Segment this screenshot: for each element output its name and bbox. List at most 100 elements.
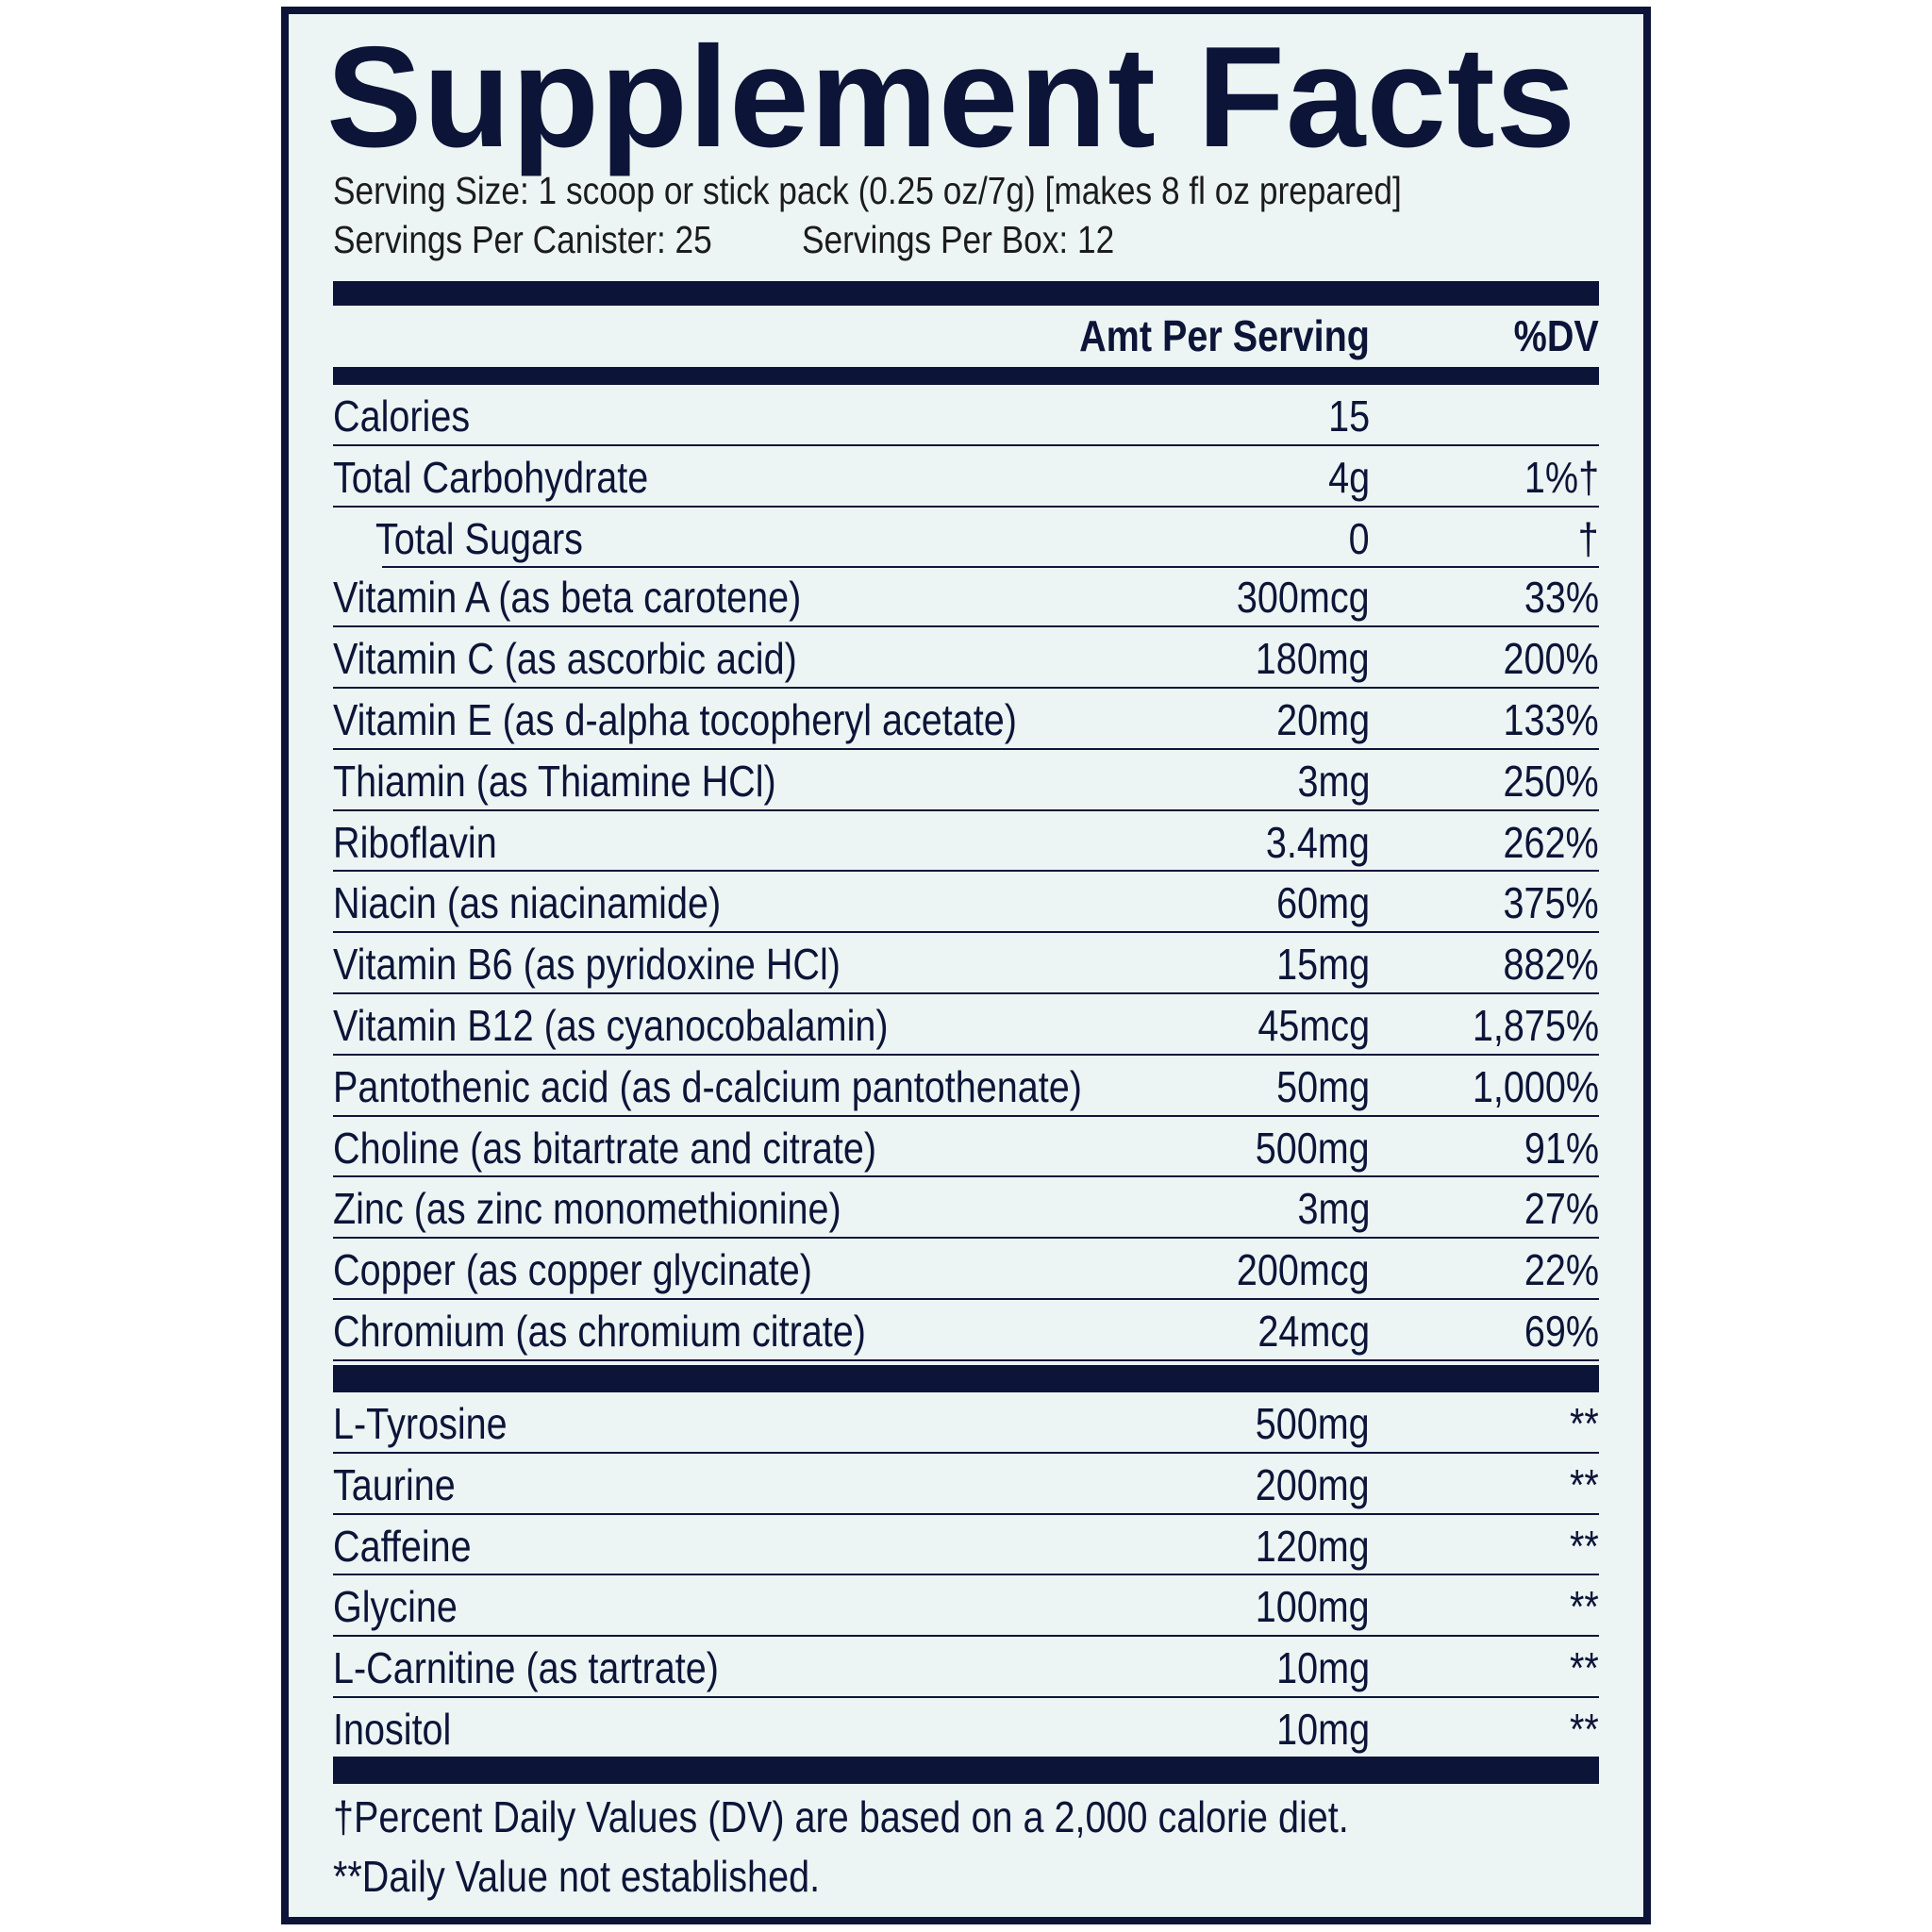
nutrient-dv: 22% — [1524, 1245, 1599, 1295]
nutrient-name: L-Carnitine (as tartrate) — [333, 1643, 719, 1693]
nutrient-name: Zinc (as zinc monomethionine) — [333, 1184, 841, 1234]
nutrient-dv: 250% — [1503, 756, 1599, 806]
servings-per-canister: Servings Per Canister: 25 — [333, 218, 712, 261]
nutrient-amount: 60mg — [1276, 878, 1370, 928]
supplement-facts-panel — [281, 7, 1651, 1924]
table-row: Niacin (as niacinamide) 60mg 375% — [333, 872, 1599, 934]
thick-divider — [333, 1757, 1599, 1784]
nutrient-dv: 262% — [1503, 817, 1599, 867]
dv-header: %DV — [1513, 311, 1599, 360]
nutrient-name: Vitamin E (as d-alpha tocopheryl acetate… — [333, 694, 1017, 744]
nutrient-name: Vitamin C (as ascorbic acid) — [333, 634, 797, 684]
nutrient-name: Copper (as copper glycinate) — [333, 1245, 812, 1295]
nutrient-name: Vitamin A (as beta carotene) — [333, 573, 802, 623]
nutrient-dv: 1,000% — [1472, 1061, 1599, 1111]
table-row: Chromium (as chromium citrate) 24mcg 69% — [333, 1300, 1599, 1361]
nutrient-dv: 882% — [1503, 940, 1599, 990]
thick-divider — [333, 1365, 1599, 1392]
nutrient-dv: 200% — [1503, 634, 1599, 684]
table-row: Caffeine 120mg ** — [333, 1515, 1599, 1576]
nutrient-dv: † — [1577, 513, 1599, 563]
nutrient-name: Pantothenic acid (as d-calcium pantothen… — [333, 1061, 1082, 1111]
nutrient-dv: ** — [1570, 1582, 1599, 1632]
table-row: Riboflavin 3.4mg 262% — [333, 811, 1599, 873]
nutrient-amount: 3mg — [1297, 756, 1370, 806]
nutrient-amount: 200mg — [1256, 1459, 1370, 1509]
footnote-not-established: **Daily Value not established. — [333, 1852, 821, 1901]
nutrient-amount: 10mg — [1276, 1643, 1370, 1693]
table-row: Thiamin (as Thiamine HCl) 3mg 250% — [333, 750, 1599, 811]
table-row: Total Carbohydrate 4g 1%† — [333, 446, 1599, 508]
table-row: Inositol 10mg ** — [333, 1698, 1599, 1759]
serving-size: Serving Size: 1 scoop or stick pack (0.2… — [333, 169, 1402, 212]
amount-header: Amt Per Serving — [1079, 311, 1370, 360]
servings-per-box: Servings Per Box: 12 — [802, 218, 1115, 261]
nutrient-dv: 33% — [1524, 573, 1599, 623]
nutrient-name: Vitamin B6 (as pyridoxine HCl) — [333, 940, 841, 990]
nutrient-dv: 1%† — [1524, 452, 1599, 502]
nutrient-amount: 3mg — [1297, 1184, 1370, 1234]
nutrient-dv: 69% — [1524, 1306, 1599, 1356]
nutrient-dv: 91% — [1524, 1123, 1599, 1173]
nutrient-dv: 1,875% — [1472, 1000, 1599, 1050]
nutrient-dv: ** — [1570, 1521, 1599, 1571]
table-row: Vitamin E (as d-alpha tocopheryl acetate… — [333, 689, 1599, 750]
nutrient-dv: 375% — [1503, 878, 1599, 928]
nutrient-name: Inositol — [333, 1704, 452, 1754]
table-row: Vitamin A (as beta carotene) 300mcg 33% — [333, 566, 1599, 628]
table-row: Vitamin B6 (as pyridoxine HCl) 15mg 882% — [333, 933, 1599, 994]
table-row: Calories 15 — [333, 385, 1599, 446]
table-row: Zinc (as zinc monomethionine) 3mg 27% — [333, 1177, 1599, 1240]
table-row: Copper (as copper glycinate) 200mcg 22% — [333, 1239, 1599, 1300]
nutrient-name: Chromium (as chromium citrate) — [333, 1306, 866, 1356]
nutrient-amount: 20mg — [1276, 694, 1370, 744]
thick-divider — [333, 281, 1599, 306]
table-row: Pantothenic acid (as d-calcium pantothen… — [333, 1056, 1599, 1117]
nutrient-amount: 24mcg — [1257, 1306, 1370, 1356]
nutrient-amount: 100mg — [1256, 1582, 1370, 1632]
footnote-dv: †Percent Daily Values (DV) are based on … — [333, 1792, 1349, 1841]
nutrient-dv: ** — [1570, 1459, 1599, 1509]
nutrient-amount: 10mg — [1276, 1704, 1370, 1754]
nutrient-amount: 200mcg — [1237, 1245, 1370, 1295]
nutrient-name: Caffeine — [333, 1521, 472, 1571]
table-row: Taurine 200mg ** — [333, 1454, 1599, 1515]
nutrient-amount: 500mg — [1256, 1399, 1370, 1448]
nutrient-amount: 4g — [1327, 452, 1370, 502]
nutrient-amount: 3.4mg — [1266, 817, 1370, 867]
nutrient-amount: 15 — [1327, 391, 1370, 441]
nutrient-name: L-Tyrosine — [333, 1399, 508, 1448]
nutrient-name: Niacin (as niacinamide) — [333, 878, 722, 928]
table-row: Choline (as bitartrate and citrate) 500mg… — [333, 1117, 1599, 1178]
nutrient-amount: 45mcg — [1257, 1000, 1370, 1050]
nutrient-dv: 27% — [1524, 1184, 1599, 1234]
nutrient-amount: 300mcg — [1237, 573, 1370, 623]
table-row: L-Tyrosine 500mg ** — [333, 1392, 1599, 1454]
other-ingredients-table: L-Tyrosine 500mg ** Taurine 200mg ** Caffeine 1… — [333, 1392, 1599, 1759]
nutrient-table: Calories 15 Total Carbohydrate 4g 1%† Total S… — [333, 385, 1599, 1361]
table-row: Total Sugars 0 † — [333, 508, 1599, 569]
table-row: L-Carnitine (as tartrate) 10mg ** — [333, 1637, 1599, 1698]
nutrient-dv: ** — [1570, 1704, 1599, 1754]
nutrient-amount: 120mg — [1256, 1521, 1370, 1571]
nutrient-amount: 180mg — [1256, 634, 1370, 684]
nutrient-name: Riboflavin — [333, 817, 497, 867]
nutrient-dv: ** — [1570, 1399, 1599, 1448]
nutrient-amount: 0 — [1348, 513, 1370, 563]
nutrient-name: Thiamin (as Thiamine HCl) — [333, 756, 776, 806]
nutrient-name: Glycine — [333, 1582, 458, 1632]
nutrient-name: Vitamin B12 (as cyanocobalamin) — [333, 1000, 889, 1050]
nutrient-name: Total Sugars — [375, 513, 583, 563]
medium-divider — [333, 367, 1599, 385]
panel-title: Supplement Facts — [326, 17, 1577, 177]
nutrient-dv: ** — [1570, 1643, 1599, 1693]
table-row: Vitamin C (as ascorbic acid) 180mg 200% — [333, 627, 1599, 689]
nutrient-amount: 50mg — [1276, 1061, 1370, 1111]
nutrient-dv: 133% — [1503, 694, 1599, 744]
nutrient-name: Total Carbohydrate — [333, 452, 649, 502]
table-row: Glycine 100mg ** — [333, 1575, 1599, 1638]
nutrient-amount: 500mg — [1256, 1123, 1370, 1173]
nutrient-name: Choline (as bitartrate and citrate) — [333, 1123, 877, 1173]
table-row: Vitamin B12 (as cyanocobalamin) 45mcg 1,87… — [333, 994, 1599, 1056]
nutrient-name: Taurine — [333, 1459, 456, 1509]
